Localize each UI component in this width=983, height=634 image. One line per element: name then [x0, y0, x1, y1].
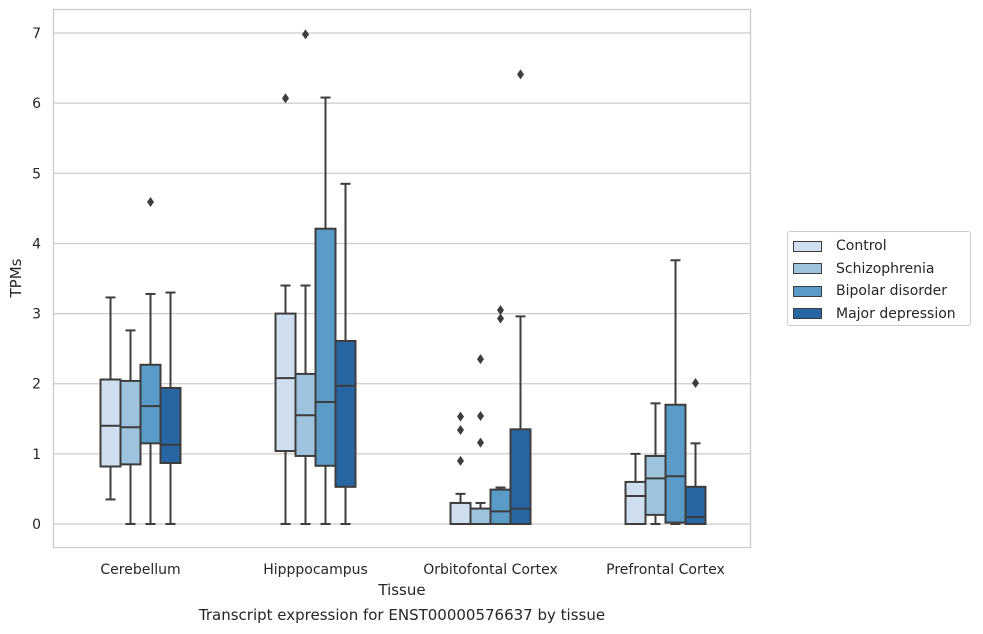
- x-axis-label: Tissue: [377, 581, 425, 599]
- outlier-point: [497, 313, 504, 324]
- legend-label: Control: [836, 238, 887, 254]
- x-axis-ticks: Cerebellum Hipppocampus Orbitofontal Corte…: [100, 562, 724, 578]
- box: [159, 291, 182, 525]
- legend-item: Schizophrenia: [793, 259, 934, 279]
- iqr-box: [489, 488, 512, 526]
- iqr-box: [509, 428, 532, 526]
- box: [334, 182, 357, 525]
- iqr-box: [334, 339, 357, 488]
- iqr-box: [314, 227, 337, 467]
- outlier-point: [477, 437, 484, 448]
- iqr-box: [624, 480, 647, 525]
- x-tick-label: Hipppocampus: [263, 562, 368, 578]
- outlier-point: [477, 410, 484, 421]
- y-tick-label-5: 5: [32, 166, 41, 182]
- y-tick-label-6: 6: [32, 96, 41, 112]
- iqr-box: [664, 403, 687, 524]
- legend: Control Schizophrenia Bipolar disorder Majo…: [787, 231, 971, 326]
- iqr-box: [274, 312, 297, 453]
- legend-item: Bipolar disorder: [793, 281, 947, 301]
- box: [274, 93, 297, 525]
- outlier-point: [457, 455, 464, 466]
- outlier-point: [147, 197, 154, 208]
- series-major-depression: [159, 69, 707, 526]
- legend-swatch: [793, 263, 822, 274]
- iqr-box: [644, 454, 667, 516]
- iqr-box: [449, 501, 472, 526]
- outlier-point: [477, 354, 484, 365]
- y-axis-ticks: 0 1 2 3 4 5 6 7: [32, 26, 41, 533]
- iqr-box: [159, 386, 182, 464]
- outlier-point: [457, 411, 464, 422]
- box: [664, 259, 687, 525]
- box-plot-series: [99, 29, 707, 526]
- y-tick-label-0: 0: [32, 517, 41, 533]
- legend-item: Control: [793, 236, 887, 256]
- y-tick-label-4: 4: [32, 236, 41, 252]
- legend-label: Schizophrenia: [836, 260, 935, 277]
- box: [489, 305, 512, 526]
- y-tick-label-7: 7: [32, 26, 41, 42]
- y-tick-label-2: 2: [32, 377, 41, 393]
- outlier-point: [517, 69, 524, 80]
- series-bipolar-disorder: [139, 96, 687, 526]
- x-tick-label: Cerebellum: [100, 562, 180, 578]
- chart-caption: Transcript expression for ENST0000057663…: [198, 606, 606, 624]
- box: [684, 378, 707, 526]
- iqr-box: [469, 507, 492, 526]
- iqr-box: [99, 378, 122, 468]
- legend-label: Bipolar disorder: [836, 283, 948, 299]
- box: [624, 452, 647, 525]
- x-tick-label: Orbitofontal Cortex: [423, 562, 558, 578]
- outlier-point: [457, 425, 464, 436]
- box: [449, 411, 472, 526]
- y-axis-label: TPMs: [7, 258, 25, 298]
- box: [119, 329, 142, 525]
- legend-swatch: [793, 285, 822, 297]
- series-control: [99, 93, 647, 526]
- legend-item: Major depression: [793, 304, 956, 324]
- outlier-point: [282, 93, 289, 104]
- box: [139, 197, 162, 525]
- legend-swatch: [793, 308, 822, 319]
- iqr-box: [139, 363, 162, 445]
- box: [294, 29, 317, 525]
- box: [99, 296, 122, 501]
- y-tick-label-3: 3: [32, 307, 41, 323]
- legend-swatch: [793, 240, 822, 252]
- iqr-box: [119, 379, 142, 466]
- outlier-point: [497, 305, 504, 316]
- grid-lines: [53, 32, 751, 525]
- box: [644, 402, 667, 525]
- box: [314, 96, 337, 525]
- box: [509, 69, 532, 526]
- legend-label: Major depression: [836, 305, 956, 322]
- x-tick-label: Prefrontal Cortex: [606, 562, 725, 578]
- outlier-point: [302, 29, 309, 40]
- series-schizophrenia: [119, 29, 667, 526]
- iqr-box: [684, 485, 707, 526]
- outlier-point: [692, 378, 699, 389]
- y-tick-label-1: 1: [32, 447, 41, 463]
- box: [469, 354, 492, 526]
- plot-area-frame: [52, 8, 752, 549]
